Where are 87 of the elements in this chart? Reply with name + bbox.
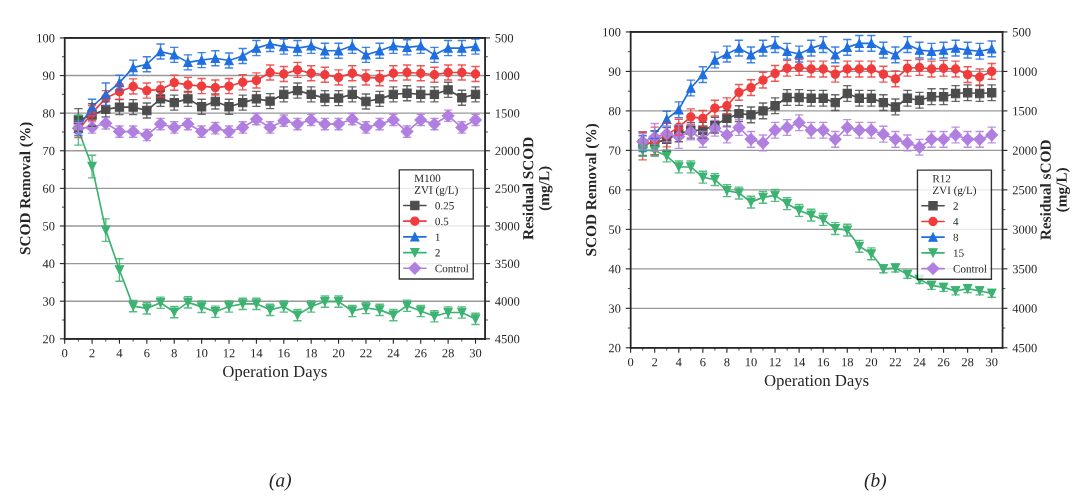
- y2-tick-label: 3500: [495, 259, 520, 269]
- legend-title: R12 ZVI (g/L): [932, 174, 976, 197]
- legend-label: Control: [435, 264, 469, 273]
- y-tick-label: 60: [42, 184, 55, 193]
- y-tick-label: 100: [37, 33, 55, 43]
- text: (a): [269, 473, 292, 491]
- y2-tick-label: 2500: [1012, 185, 1037, 195]
- y-tick-label: 90: [42, 71, 55, 80]
- y-tick-label: 50: [609, 225, 621, 234]
- x-tick-label: 30: [469, 348, 482, 358]
- x-tick-label: 28: [442, 348, 454, 358]
- y-axis-title: SCOD Removal (%): [585, 123, 600, 256]
- y2-tick-label: 4000: [495, 297, 520, 306]
- y-tick-label: 60: [608, 185, 621, 195]
- y-tick-label: 80: [608, 106, 621, 116]
- y2-axis-title: Residual sCOD (mg/L): [1040, 140, 1070, 240]
- x-tick-label: 26: [937, 357, 950, 367]
- x-tick-label: 8: [724, 357, 730, 367]
- y-tick-label: 80: [42, 109, 55, 118]
- y2-axis-title: Residual SCOD (mg/L): [522, 137, 553, 240]
- legend-label: 1: [435, 233, 440, 241]
- x-tick-label: 18: [842, 357, 854, 367]
- x-tick-label: 0: [627, 357, 634, 367]
- x-tick-label: 20: [865, 357, 878, 367]
- x-tick-label: 2: [652, 357, 658, 367]
- x-tick-label: 4: [116, 348, 123, 358]
- y2-tick-label: 3000: [1012, 225, 1037, 234]
- y2-tick-label: 4500: [1012, 343, 1037, 353]
- y-tick-label: 40: [42, 259, 55, 269]
- x-tick-label: 22: [360, 348, 372, 358]
- y2-tick-label: 2000: [495, 146, 520, 156]
- x-tick-label: 4: [675, 357, 682, 367]
- y-tick-label: 90: [608, 67, 621, 76]
- x-tick-label: 16: [278, 348, 290, 358]
- legend-label: 2: [953, 202, 958, 210]
- y2-tick-label: 4000: [1012, 304, 1037, 313]
- y2-tick-label: 4500: [495, 334, 520, 344]
- y-tick-label: 20: [43, 334, 55, 344]
- y2-tick-label: 1500: [1013, 106, 1037, 116]
- text: (b): [864, 473, 887, 491]
- y-axis-title: SCOD Removal (%): [19, 122, 34, 255]
- x-tick-label: 24: [913, 357, 926, 367]
- x-axis-title: Operation Days: [764, 374, 869, 390]
- y2-tick-label: 2500: [495, 184, 520, 193]
- x-tick-label: 6: [144, 348, 150, 358]
- x-tick-label: 14: [251, 348, 263, 358]
- x-tick-label: 2: [89, 348, 95, 358]
- y-tick-label: 40: [608, 264, 621, 274]
- y-tick-label: 100: [603, 27, 621, 37]
- legend-label: 2: [435, 249, 440, 257]
- legend-label: 4: [953, 218, 959, 226]
- y2-tick-label: 1500: [495, 109, 520, 118]
- y-tick-label: 30: [43, 297, 55, 306]
- x-tick-label: 30: [986, 357, 998, 367]
- x-tick-label: 16: [818, 357, 830, 367]
- x-tick-label: 6: [700, 357, 706, 367]
- y2-tick-label: 1000: [1013, 67, 1037, 76]
- x-tick-label: 14: [793, 357, 806, 367]
- legend-label: 8: [953, 233, 959, 242]
- y2-tick-label: 500: [495, 33, 514, 43]
- y-tick-label: 70: [609, 146, 621, 155]
- legend-label: 0.5: [435, 217, 449, 226]
- y2-tick-label: 3000: [495, 222, 520, 231]
- y2-tick-label: 2000: [1012, 146, 1037, 155]
- y2-tick-label: 500: [1012, 27, 1031, 37]
- legend-title: M100 ZVI (g/L): [414, 174, 458, 197]
- y2-tick-label: 3500: [1012, 264, 1037, 274]
- x-tick-label: 12: [769, 357, 781, 367]
- x-tick-label: 10: [745, 357, 757, 367]
- y-tick-label: 50: [43, 222, 55, 231]
- x-tick-label: 28: [961, 357, 974, 367]
- y-tick-label: 70: [43, 146, 55, 156]
- y2-tick-label: 1000: [495, 71, 520, 80]
- x-tick-label: 24: [387, 348, 400, 358]
- legend-label: Control: [953, 264, 987, 273]
- x-axis-title: Operation Days: [223, 365, 327, 381]
- x-tick-label: 22: [889, 357, 901, 367]
- x-tick-label: 26: [415, 348, 427, 358]
- x-tick-label: 20: [332, 348, 345, 358]
- x-tick-label: 0: [62, 348, 68, 358]
- legend-label: 0.25: [435, 201, 454, 210]
- x-tick-label: 8: [171, 348, 177, 358]
- y-tick-label: 30: [609, 304, 621, 313]
- legend-label: 15: [953, 249, 964, 257]
- x-tick-label: 10: [196, 348, 208, 358]
- x-tick-label: 12: [223, 348, 235, 358]
- x-tick-label: 18: [306, 348, 317, 358]
